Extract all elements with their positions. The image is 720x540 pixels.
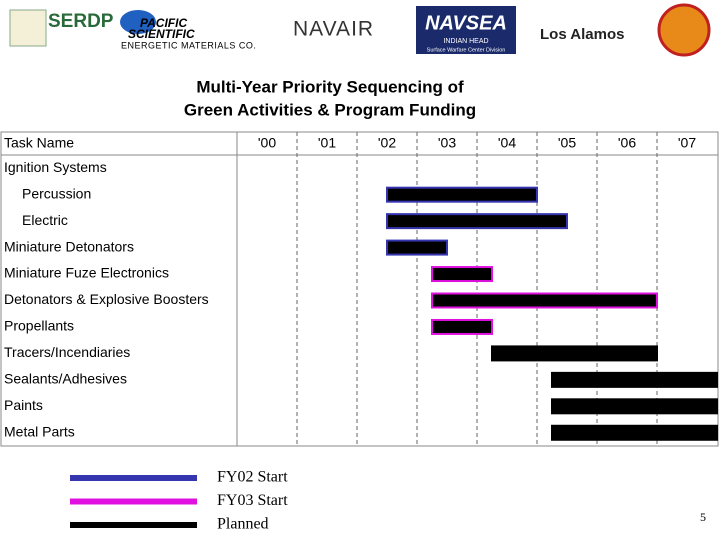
task-bar [491,345,658,362]
swcd: Surface Warfare Center Division [427,47,506,53]
task-bar [551,371,718,388]
task-bar [431,266,493,283]
pacific-icon [120,10,156,34]
task-label: Propellants [4,318,74,334]
serdp-icon [9,9,47,47]
task-bar [431,318,493,335]
task-bar [386,186,538,203]
x-tick-label: '01 [318,135,336,151]
logos: SERDP PACIFIC SCIENTIFIC ENERGETIC MATER… [9,3,711,57]
legend-label: FY02 Start [217,469,288,486]
navair-logo: NAVAIR [293,18,374,41]
legend-label: FY03 Start [217,492,288,509]
task-bar [386,213,568,230]
serdp-logo: SERDP [48,11,114,32]
energetic-logo: ENERGETIC MATERIALS CO. [121,40,256,50]
x-tick-label: '05 [558,135,576,151]
table-frame [0,131,719,447]
task-bar [551,398,718,415]
task-label: Detonators & Explosive Boosters [4,291,209,307]
title-line: Green Activities & Program Funding [184,100,476,119]
title-line: Multi-Year Priority Sequencing of [196,77,464,96]
x-tick-label: '02 [378,135,396,151]
x-tick-label: '04 [498,135,516,151]
x-tick-label: '06 [618,135,636,151]
task-label: Percussion [22,185,91,201]
task-bar [551,424,718,441]
navsea-logo: NAVSEA [425,12,507,34]
indian-head: INDIAN HEAD [443,38,488,45]
navsea-box [416,6,516,54]
task-label: Paints [4,397,43,413]
task-label: Metal Parts [4,423,75,439]
seal-logo [657,3,711,57]
task-label: Electric [22,212,68,228]
task-label: Miniature Fuze Electronics [4,265,169,281]
task-label: Ignition Systems [4,159,107,175]
los-alamos-logo: Los Alamos [540,26,624,43]
header: Task Name [4,135,74,151]
legend-label: Planned [217,516,269,533]
scientific-logo: SCIENTIFIC [128,27,195,41]
task-label: Sealants/Adhesives [4,371,127,387]
page-number: 5 [700,510,706,524]
x-tick-label: '07 [678,135,696,151]
task-label: Miniature Detonators [4,238,134,254]
pacific-logo: PACIFIC [140,16,187,30]
x-tick-label: '00 [258,135,276,151]
task-label: Tracers/Incendiaries [4,344,130,360]
x-tick-label: '03 [438,135,456,151]
task-bar [431,292,658,309]
task-bar [386,239,448,256]
